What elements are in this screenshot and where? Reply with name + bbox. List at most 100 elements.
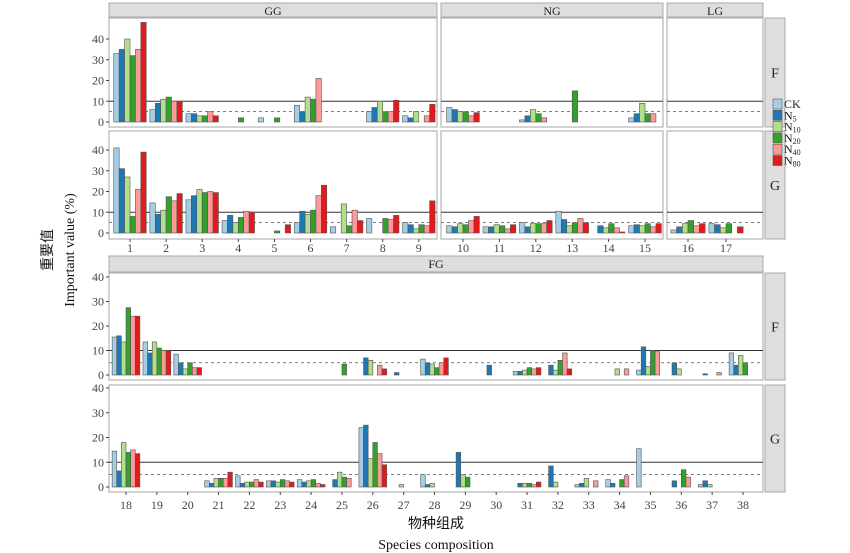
bar-29-N20-G <box>465 476 471 488</box>
bar-18-N40-G <box>130 449 136 488</box>
bar-37-N40-F <box>716 372 722 376</box>
bar-12-N20-G <box>535 223 542 234</box>
bar-9-CK-G <box>402 222 409 234</box>
bar-32-N20-F <box>557 359 563 376</box>
y-tick-label: 10 <box>92 205 104 219</box>
bar-12-CK-G <box>519 222 526 234</box>
bar-28-N10-F <box>429 363 435 376</box>
bar-15-N5-F <box>633 113 640 123</box>
bar-38-CK-F <box>728 352 735 376</box>
bar-11-N80-G <box>510 224 517 234</box>
bar-37-N5-F <box>702 373 708 376</box>
bar-21-N40-G <box>222 478 229 488</box>
bar-16-N5-G <box>676 226 683 234</box>
bar-1-N10-G <box>124 176 131 234</box>
column-strip-label: FG <box>428 257 444 271</box>
bar-6-N5-G <box>299 210 306 234</box>
bar-29-N10-G <box>460 474 466 488</box>
bar-26-N10-G <box>367 458 374 488</box>
x-tick-label: 37 <box>706 498 718 512</box>
panel-FG-G <box>108 384 764 493</box>
column-strip-NG <box>440 2 664 18</box>
bar-26-N5-G <box>363 424 369 488</box>
x-tick-label: 22 <box>243 498 255 512</box>
x-tick-label: 10 <box>457 241 469 255</box>
bar-7-N20-G <box>346 225 353 234</box>
bar-34-N5-G <box>610 482 616 488</box>
bar-11-N5-G <box>488 226 495 234</box>
bar-25-N10-G <box>337 471 343 488</box>
column-strip-label: GG <box>264 4 282 18</box>
bar-3-N10-G <box>196 189 203 234</box>
bar-19-N5-F <box>147 352 153 376</box>
bar-2-N5-F <box>154 103 161 123</box>
bar-22-N40-G <box>253 479 259 488</box>
bar-6-N40-G <box>315 195 322 234</box>
bar-8-N20-G <box>382 218 389 234</box>
bar-6-N80-G <box>321 184 328 234</box>
bar-19-N10-F <box>151 341 158 376</box>
bar-18-N20-F <box>125 307 131 376</box>
bar-13-N10-G <box>566 225 573 234</box>
bar-31-N20-F <box>526 367 532 376</box>
bar-8-N20-F <box>382 111 389 123</box>
bar-24-N80-G <box>320 484 326 488</box>
bar-33-N10-G <box>583 478 590 488</box>
bar-20-N5-F <box>178 362 184 376</box>
x-tick-label: 8 <box>380 241 386 255</box>
bar-13-N20-F <box>571 90 578 123</box>
bar-17-N20-G <box>725 223 732 234</box>
row-strip-label: F <box>771 67 779 82</box>
bar-26-N40-G <box>377 453 383 488</box>
x-tick-label: 15 <box>639 241 651 255</box>
bar-15-CK-G <box>628 225 635 234</box>
bar-8-N40-F <box>387 111 394 123</box>
x-tick-label: 14 <box>603 241 615 255</box>
y-tick-label: 40 <box>92 143 104 157</box>
bar-2-N5-G <box>154 214 161 234</box>
bar-3-N80-G <box>212 192 219 234</box>
bar-22-CK-G <box>235 475 241 488</box>
bar-8-N10-F <box>376 100 384 123</box>
bar-8-CK-F <box>366 111 373 123</box>
bar-1-N40-F <box>135 49 142 123</box>
bar-2-N10-G <box>160 209 167 234</box>
bar-13-N20-G <box>571 222 578 234</box>
bar-8-N80-F <box>393 99 400 123</box>
bar-19-N80-F <box>165 350 172 376</box>
x-tick-label: 31 <box>521 498 533 512</box>
x-tick-label: 35 <box>644 498 656 512</box>
y-tick-label: 0 <box>98 226 104 240</box>
bar-23-N5-G <box>270 480 276 488</box>
bar-1-N5-G <box>118 168 125 234</box>
x-tick-label: 17 <box>720 241 732 255</box>
bar-15-N40-G <box>650 226 657 234</box>
bar-37-N5-G <box>702 480 708 488</box>
bar-20-N80-F <box>196 367 202 376</box>
bar-10-N80-F <box>473 112 480 123</box>
bar-16-CK-G <box>670 229 677 234</box>
bar-28-CK-G <box>420 474 426 488</box>
bar-3-N40-F <box>207 111 214 123</box>
bar-15-N20-G <box>644 223 651 234</box>
bar-17-N10-G <box>719 227 727 234</box>
row-strip-label: G <box>770 433 780 448</box>
bar-6-N20-G <box>310 209 317 234</box>
bar-34-N10-F <box>614 368 620 376</box>
bar-6-N10-G <box>304 214 311 234</box>
bar-15-N40-F <box>650 113 657 123</box>
bar-36-N10-F <box>676 368 682 376</box>
bar-35-CK-F <box>636 369 642 376</box>
bar-10-N10-F <box>457 111 464 123</box>
bar-6-N20-F <box>310 98 317 123</box>
bar-21-CK-G <box>204 480 210 488</box>
bar-1-N20-F <box>129 55 136 123</box>
bar-4-N20-G <box>238 217 245 234</box>
bar-20-N10-F <box>182 368 188 376</box>
row-strip-G <box>764 384 786 493</box>
bar-1-CK-G <box>113 147 120 234</box>
legend-swatch-N40 <box>772 143 783 155</box>
bar-23-N20-G <box>279 479 286 488</box>
x-tick-label: 9 <box>416 241 422 255</box>
bar-4-N10-G <box>232 222 239 234</box>
